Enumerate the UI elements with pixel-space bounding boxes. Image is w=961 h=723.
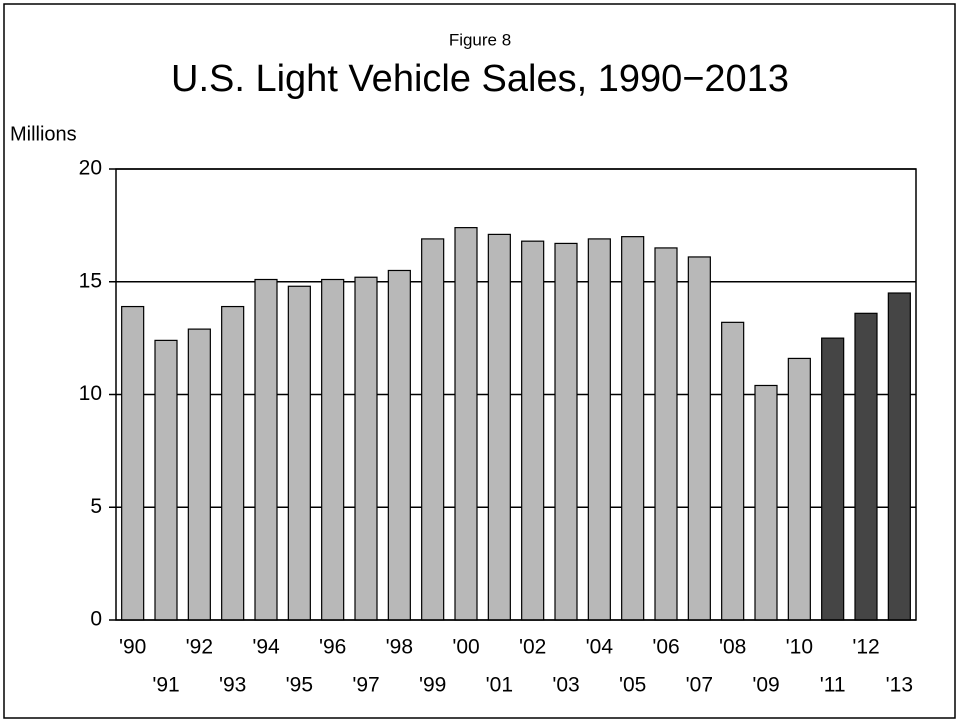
bar [554,242,578,621]
bar [321,278,345,621]
bar [754,384,778,621]
x-tick-label: '91 [152,674,179,697]
bar [221,305,245,621]
bar [687,256,711,621]
x-tick-label: '12 [852,636,879,659]
bar [787,357,811,621]
x-tick-label: '93 [219,674,246,697]
bar [254,278,278,621]
bar [854,312,878,621]
x-tick-label: '10 [786,636,813,659]
x-tick-label: '94 [252,636,280,659]
bar [721,321,745,621]
x-tick-label: '04 [586,636,614,659]
bar [821,337,845,621]
x-tick-label: '98 [386,636,413,659]
x-tick-label: '06 [652,636,679,659]
x-tick-label: '99 [419,674,446,697]
bar [287,285,311,621]
bar [421,238,445,621]
bar [887,292,911,621]
x-tick-label: '92 [186,636,213,659]
frame [3,3,956,719]
x-tick-label: '01 [486,674,513,697]
bar [187,328,211,621]
bar [654,247,678,621]
y-tick-label: 0 [90,608,102,631]
x-tick-label: '13 [886,674,913,697]
x-tick-label: '97 [352,674,379,697]
bar [121,305,145,621]
chart-title: U.S. Light Vehicle Sales, 1990−2013 [171,58,789,100]
y-tick-label: 20 [79,157,102,180]
bar [387,269,411,621]
bar [454,227,478,621]
x-tick-label: '08 [719,636,746,659]
bar [154,339,178,621]
y-tick-label: 15 [79,269,102,292]
x-tick-label: '95 [286,674,313,697]
x-tick-label: '00 [452,636,479,659]
x-tick-label: '96 [319,636,346,659]
plot-border [115,168,917,621]
bar [354,276,378,621]
x-tick-label: '09 [752,674,779,697]
x-tick-label: '03 [552,674,579,697]
bar [487,233,511,621]
x-tick-label: '07 [686,674,713,697]
x-tick-label: '11 [820,674,846,697]
bar [521,240,545,621]
y-axis-label: Millions [10,123,77,145]
x-tick-label: '90 [119,636,146,659]
y-tick-label: 5 [90,495,102,518]
y-tick-label: 10 [79,382,102,405]
bar [587,238,611,621]
x-tick-label: '05 [619,674,646,697]
chart-subtitle: Figure 8 [449,30,511,49]
x-tick-label: '02 [519,636,546,659]
bar [621,236,645,621]
